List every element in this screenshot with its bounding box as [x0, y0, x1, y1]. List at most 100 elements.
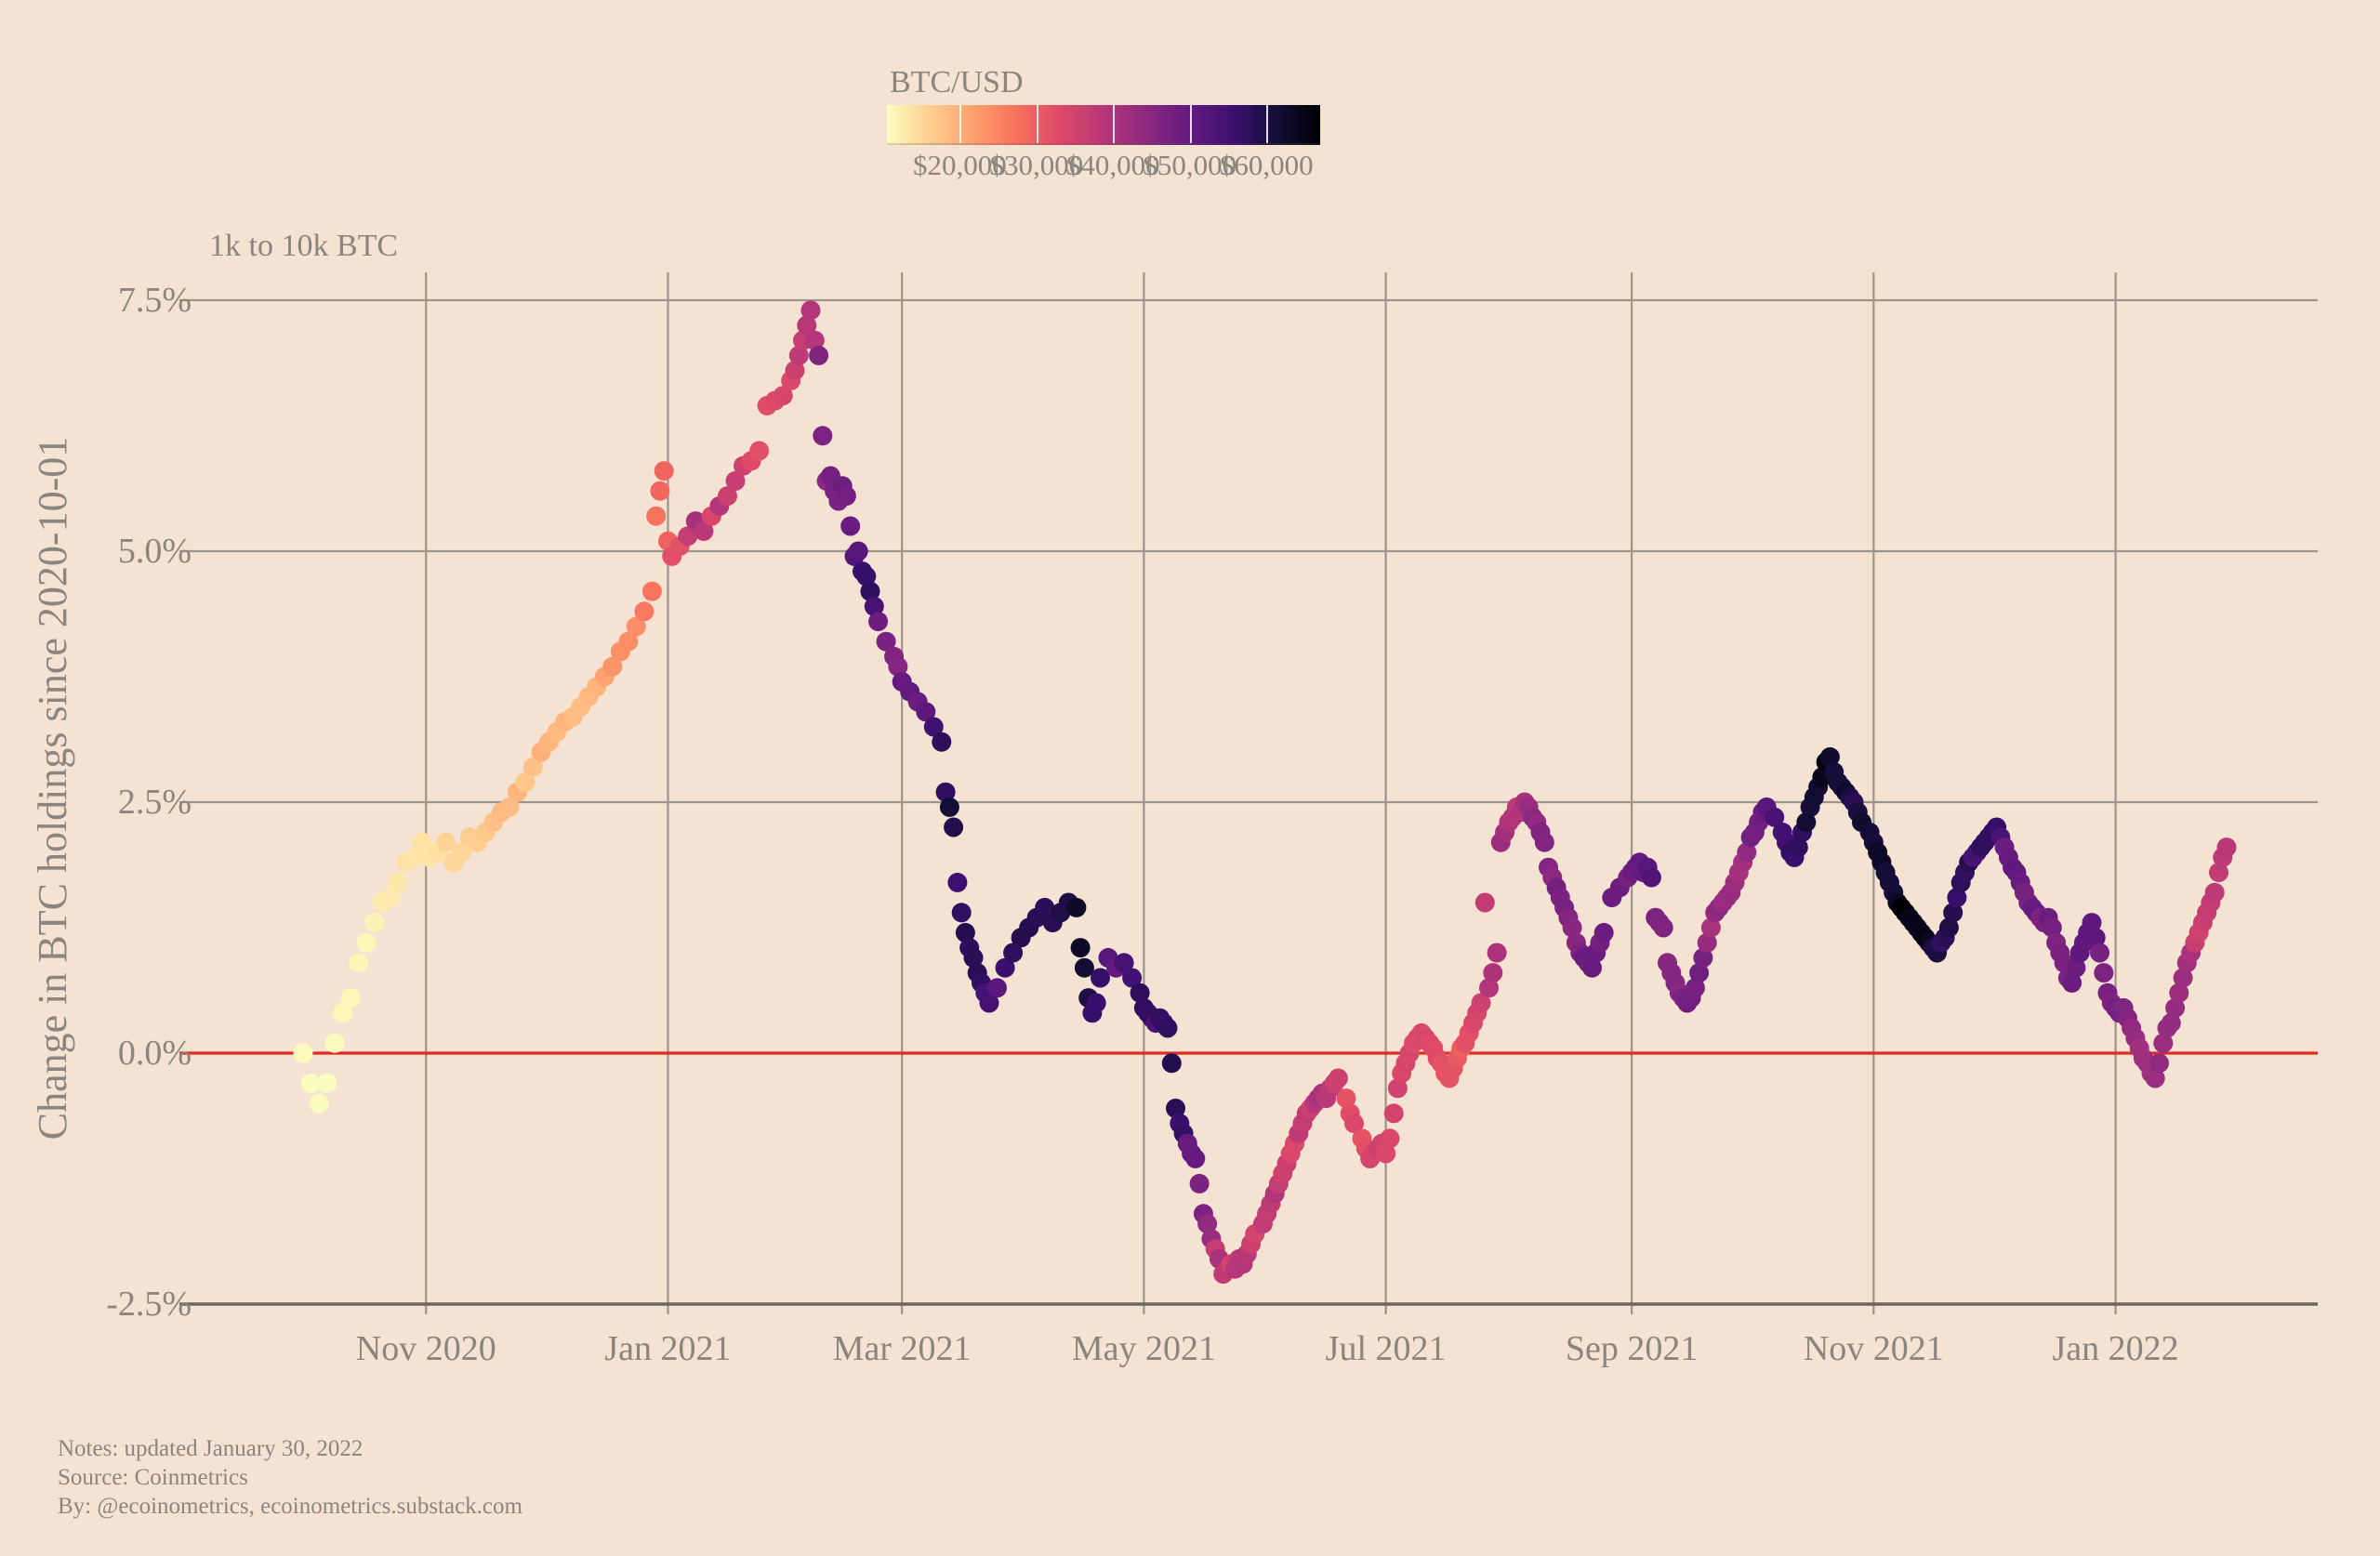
scatter-point [356, 932, 377, 953]
scatter-point [979, 993, 999, 1013]
scatter-point [797, 315, 817, 336]
scatter-point [522, 757, 543, 777]
notes-block: Notes: updated January 30, 2022 Source: … [58, 1434, 522, 1521]
scatter-point [788, 345, 809, 365]
notes-author: By: @ecoinometrics, ecoinometrics.substa… [58, 1494, 522, 1519]
scatter-point [932, 732, 952, 752]
scatter-point [2042, 917, 2062, 938]
scatter-point [1189, 1173, 1210, 1193]
scatter-point [618, 631, 639, 652]
x-tick-label: May 2021 [1071, 1329, 1216, 1368]
colorbar-tick-label: $30,000 [989, 149, 1084, 181]
scatter-point [944, 817, 964, 837]
y-tick-label: 0.0% [117, 1034, 192, 1073]
x-tick-label: Nov 2021 [1803, 1329, 1944, 1368]
scatter-point [2062, 972, 2082, 993]
y-tick-label: 7.5% [117, 281, 192, 320]
scatter-point [380, 888, 401, 908]
scatter-point [436, 832, 456, 852]
scatter-point [1593, 922, 1614, 943]
scatter-point [1479, 978, 1499, 998]
scatter-point [349, 953, 369, 973]
scatter-point [916, 702, 936, 722]
scatter-point [725, 470, 746, 491]
x-tick-label: Sep 2021 [1565, 1329, 1699, 1368]
scatter-point [1689, 963, 1710, 983]
y-tick-label: 2.5% [117, 783, 192, 822]
scatter-point [452, 842, 472, 863]
scatter-point [309, 1093, 329, 1114]
scatter-point [2161, 1013, 2181, 1034]
notes-source: Source: Coinmetrics [58, 1465, 248, 1490]
scatter-point [1035, 897, 1055, 917]
scatter-point [923, 717, 944, 737]
y-tick-label: -2.5% [106, 1285, 192, 1324]
scatter-point [634, 601, 654, 622]
scatter-point [2085, 928, 2106, 948]
scatter-point [888, 656, 908, 677]
scatter-point [1344, 1114, 1364, 1134]
scatter-point [939, 797, 959, 817]
scatter-point [1074, 957, 1094, 978]
scatter-point [1122, 968, 1143, 988]
scatter-point [626, 616, 646, 637]
scatter-point [718, 486, 737, 507]
scatter-point [2173, 968, 2193, 988]
x-tick-label: Jul 2021 [1325, 1329, 1447, 1368]
scatter-point [324, 1033, 345, 1053]
scatter-point [2145, 1068, 2165, 1088]
scatter-point [856, 566, 877, 587]
scatter-point [1943, 903, 1964, 923]
scatter-point [1086, 993, 1106, 1013]
x-tick-label: Jan 2022 [2052, 1329, 2179, 1368]
scatter-point [1383, 1103, 1404, 1124]
scatter-point [646, 506, 667, 526]
scatter-point [602, 656, 623, 677]
scatter-point [1471, 993, 1491, 1013]
scatter-point [515, 771, 536, 792]
scatter-point [804, 330, 825, 350]
scatter-point [1003, 943, 1024, 963]
scatter-point [694, 521, 714, 541]
scatter-point [1562, 917, 1582, 938]
scatter-point [1700, 917, 1721, 938]
scatter-point [987, 978, 1007, 998]
scatter-point [403, 847, 424, 867]
scatter-point [2216, 837, 2237, 858]
colorbar-tick-mark [1036, 105, 1038, 143]
scatter-point [1534, 832, 1554, 852]
scatter-point [2204, 882, 2225, 903]
x-tick-label: Jan 2021 [604, 1329, 732, 1368]
scatter-point [848, 541, 868, 561]
scatter-point [773, 386, 793, 406]
scatter-point [1483, 963, 1503, 983]
scatter-point [1166, 1098, 1185, 1118]
scatter-point [2153, 1033, 2174, 1053]
scatter-point [2149, 1053, 2169, 1074]
scatter-point [1197, 1214, 1218, 1234]
scatter-point [333, 1003, 353, 1023]
scatter-point [1091, 968, 1110, 988]
notes-updated: Notes: updated January 30, 2022 [58, 1436, 364, 1461]
x-tick-label: Mar 2021 [832, 1329, 972, 1368]
colorbar-tick-label: $50,000 [1143, 149, 1237, 181]
scatter-point [1765, 807, 1785, 827]
colorbar-tick-mark [1189, 105, 1192, 143]
scatter-point [1693, 947, 1713, 968]
scatter-point [749, 441, 770, 461]
scatter-point [864, 596, 884, 616]
scatter-point [836, 486, 856, 507]
scatter-point [678, 526, 698, 547]
scatter-point [813, 426, 833, 446]
scatter-point [301, 1073, 321, 1093]
colorbar-tick-mark [1266, 105, 1269, 143]
scatter-point [388, 872, 408, 892]
scatter-point [364, 913, 385, 933]
scatter-point [1819, 746, 1840, 767]
scatter-point [2165, 997, 2186, 1018]
scatter-point [809, 345, 829, 365]
scatter-point [1114, 953, 1134, 973]
scatter-point [1653, 917, 1673, 938]
